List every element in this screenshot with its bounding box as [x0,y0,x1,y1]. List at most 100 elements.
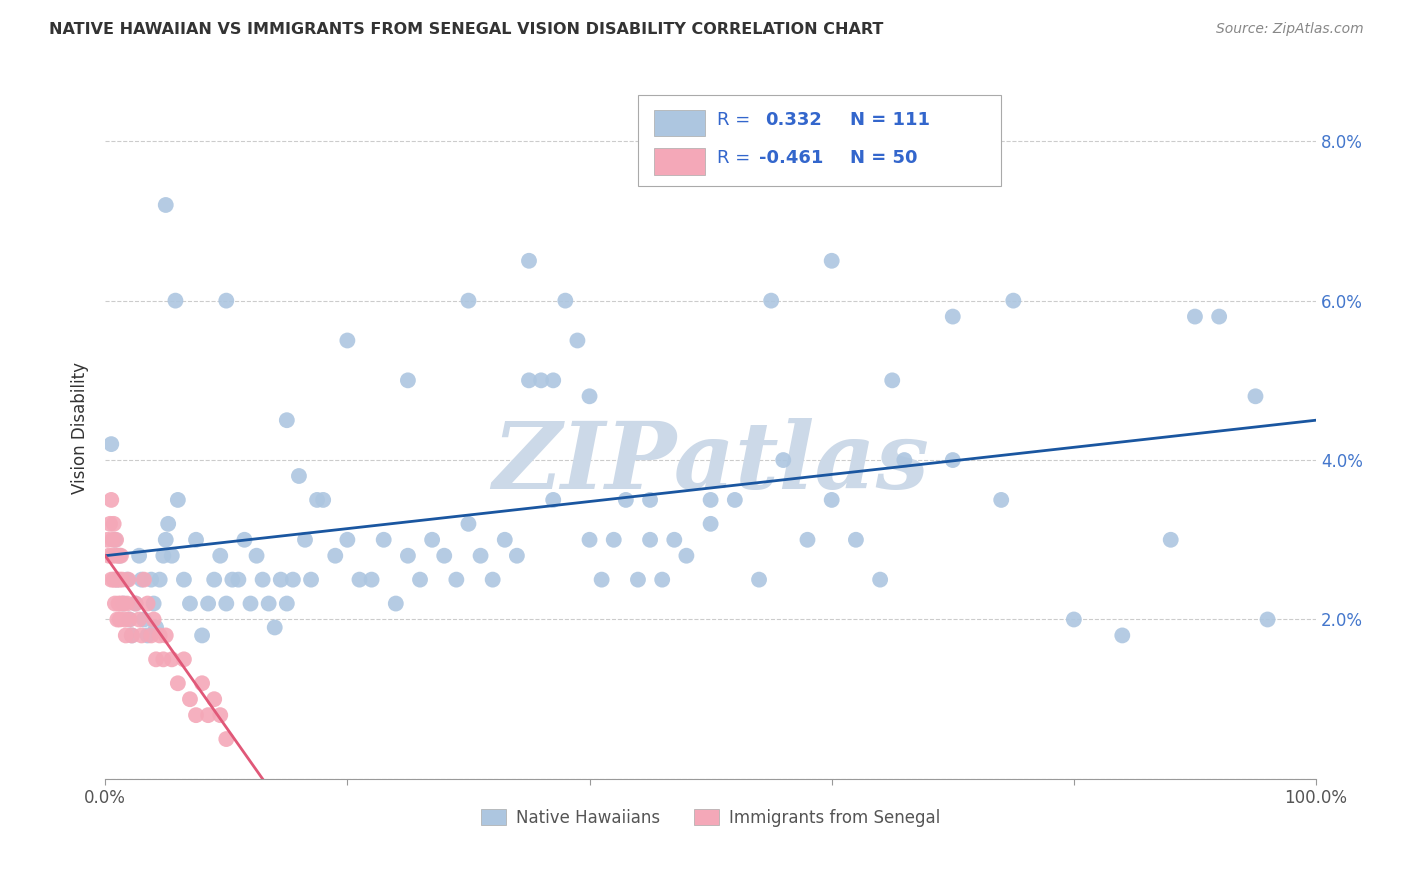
Point [845,533,868,547]
Point [105,573,128,587]
Point [209,708,232,723]
Point [699,516,721,531]
Point [202,692,225,706]
Point [1160,533,1182,547]
Point [349,573,371,587]
Point [699,492,721,507]
Point [173,573,195,587]
Point [869,573,891,587]
Point [179,597,201,611]
Point [554,293,576,308]
Point [457,293,479,308]
Point [114,628,136,642]
Point [136,597,159,611]
Point [990,492,1012,507]
Point [821,492,844,507]
Point [312,492,335,507]
Point [759,293,782,308]
Point [108,573,131,587]
Point [103,573,125,587]
Text: R =: R = [717,111,755,128]
Point [323,549,346,563]
Point [107,597,129,611]
Point [627,573,650,587]
Point [97,533,120,547]
FancyBboxPatch shape [654,110,704,136]
Point [152,549,174,563]
Point [132,573,155,587]
Point [567,334,589,348]
Point [152,652,174,666]
Point [385,597,408,611]
Point [142,597,165,611]
Point [288,469,311,483]
Point [157,516,180,531]
FancyBboxPatch shape [654,148,704,175]
Point [155,628,177,642]
Point [517,373,540,387]
Point [1063,612,1085,626]
Point [114,612,136,626]
Point [105,573,128,587]
Point [115,573,138,587]
Point [481,573,503,587]
Point [128,549,150,563]
Point [167,676,190,690]
Point [360,573,382,587]
Point [233,533,256,547]
Point [373,533,395,547]
Point [107,549,129,563]
Point [202,573,225,587]
Point [530,373,553,387]
Point [112,597,135,611]
Point [103,516,125,531]
Point [132,612,155,626]
Point [118,612,141,626]
Text: 0.332: 0.332 [765,111,823,128]
Point [299,573,322,587]
Point [396,549,419,563]
Point [149,628,172,642]
Point [724,492,747,507]
Point [638,533,661,547]
Point [638,492,661,507]
Point [541,492,564,507]
Point [257,597,280,611]
Point [281,573,304,587]
Point [101,549,124,563]
Point [270,573,292,587]
Point [105,549,128,563]
Point [104,597,127,611]
Point [409,573,432,587]
Point [104,573,127,587]
Point [675,549,697,563]
Point [591,573,613,587]
Point [149,573,172,587]
Point [494,533,516,547]
Point [197,597,219,611]
Point [98,516,121,531]
Point [821,253,844,268]
Point [1257,612,1279,626]
Point [111,573,134,587]
Point [145,620,167,634]
Point [294,533,316,547]
Point [578,533,600,547]
Point [100,492,122,507]
Point [506,549,529,563]
Point [105,612,128,626]
Point [1002,293,1025,308]
Point [1184,310,1206,324]
Point [104,533,127,547]
Point [276,413,298,427]
Point [772,453,794,467]
Text: ZIPatlas: ZIPatlas [492,418,929,508]
Point [893,453,915,467]
Point [131,573,153,587]
Point [252,573,274,587]
Point [124,597,146,611]
Point [197,708,219,723]
Point [121,628,143,642]
Point [517,253,540,268]
Point [215,732,238,747]
